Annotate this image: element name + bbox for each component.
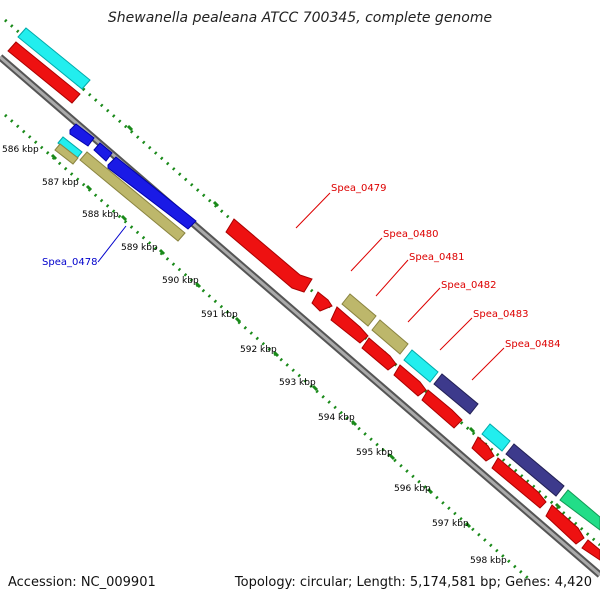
ruler-labels: 586 kbp 587 kbp 588 kbp 589 kbp 590 kbp … [2, 145, 507, 566]
map-title: Shewanella pealeana ATCC 700345, complet… [108, 10, 492, 26]
feature-red-lower-1[interactable] [471, 436, 495, 462]
feature-spea-0481-cog[interactable] [371, 319, 409, 355]
gene-label-spea-0484[interactable]: Spea_0484 [505, 339, 560, 350]
gene-labels: Spea_0478 Spea_0479 Spea_0480 Spea_0481 … [42, 183, 560, 350]
gene-label-spea-0479[interactable]: Spea_0479 [331, 183, 386, 194]
feature-reverse-olive-2[interactable] [79, 151, 186, 242]
ruler-label: 598 kbp [470, 556, 507, 566]
ruler-label: 592 kbp [240, 345, 277, 355]
feature-spea-0483-cog[interactable] [433, 373, 479, 415]
ruler-label: 586 kbp [2, 145, 39, 155]
inner-ruler [4, 113, 531, 582]
feature-green-lower[interactable] [559, 489, 600, 531]
feature-cyan-lower[interactable] [481, 423, 511, 452]
feature-spea-0482-cog[interactable] [403, 349, 439, 383]
ruler-label: 588 kbp [82, 210, 119, 220]
ruler-label: 589 kbp [121, 243, 158, 253]
feature-spea-0480[interactable] [311, 291, 333, 312]
feature-spea-0479[interactable] [225, 218, 313, 293]
feature-spea-0483[interactable] [393, 364, 427, 397]
feature-spea-0481[interactable] [330, 306, 369, 344]
inner-ruler-ticks [50, 153, 472, 529]
feature-red-lower-3[interactable] [545, 504, 585, 545]
gene-label-spea-0481[interactable]: Spea_0481 [409, 252, 464, 263]
ruler-label: 596 kbp [394, 484, 431, 494]
ruler-label: 594 kbp [318, 413, 355, 423]
feature-spea-0482[interactable] [361, 337, 397, 371]
gene-label-spea-0483[interactable]: Spea_0483 [473, 309, 528, 320]
ruler-label: 593 kbp [279, 378, 316, 388]
ruler-label: 591 kbp [201, 310, 238, 320]
genome-summary-text: Topology: circular; Length: 5,174,581 bp… [234, 575, 592, 590]
accession-text: Accession: NC_009901 [8, 575, 156, 590]
feature-topleft-cog[interactable] [17, 27, 91, 90]
feature-red-lower-2[interactable] [491, 457, 547, 509]
ruler-label: 590 kbp [162, 276, 199, 286]
gene-label-leaders [97, 192, 505, 381]
gene-label-spea-0480[interactable]: Spea_0480 [383, 229, 438, 240]
feature-topleft-cds[interactable] [7, 41, 81, 104]
feature-red-lower-4[interactable] [581, 539, 600, 561]
gene-label-spea-0482[interactable]: Spea_0482 [441, 280, 496, 291]
feature-spea-0484[interactable] [421, 389, 463, 429]
feature-navy-lower[interactable] [505, 443, 565, 497]
ruler-label: 597 kbp [432, 519, 469, 529]
ruler-label: 587 kbp [42, 178, 79, 188]
feature-spea-0480-cog[interactable] [341, 293, 377, 327]
feature-reverse-olive-1[interactable] [54, 143, 79, 165]
feature-reverse-blue-2[interactable] [93, 142, 113, 162]
ruler-label: 595 kbp [356, 448, 393, 458]
gene-label-spea-0478[interactable]: Spea_0478 [42, 257, 97, 268]
feature-reverse-blue-1[interactable] [69, 123, 95, 147]
feature-reverse-blue-3[interactable] [107, 156, 197, 230]
